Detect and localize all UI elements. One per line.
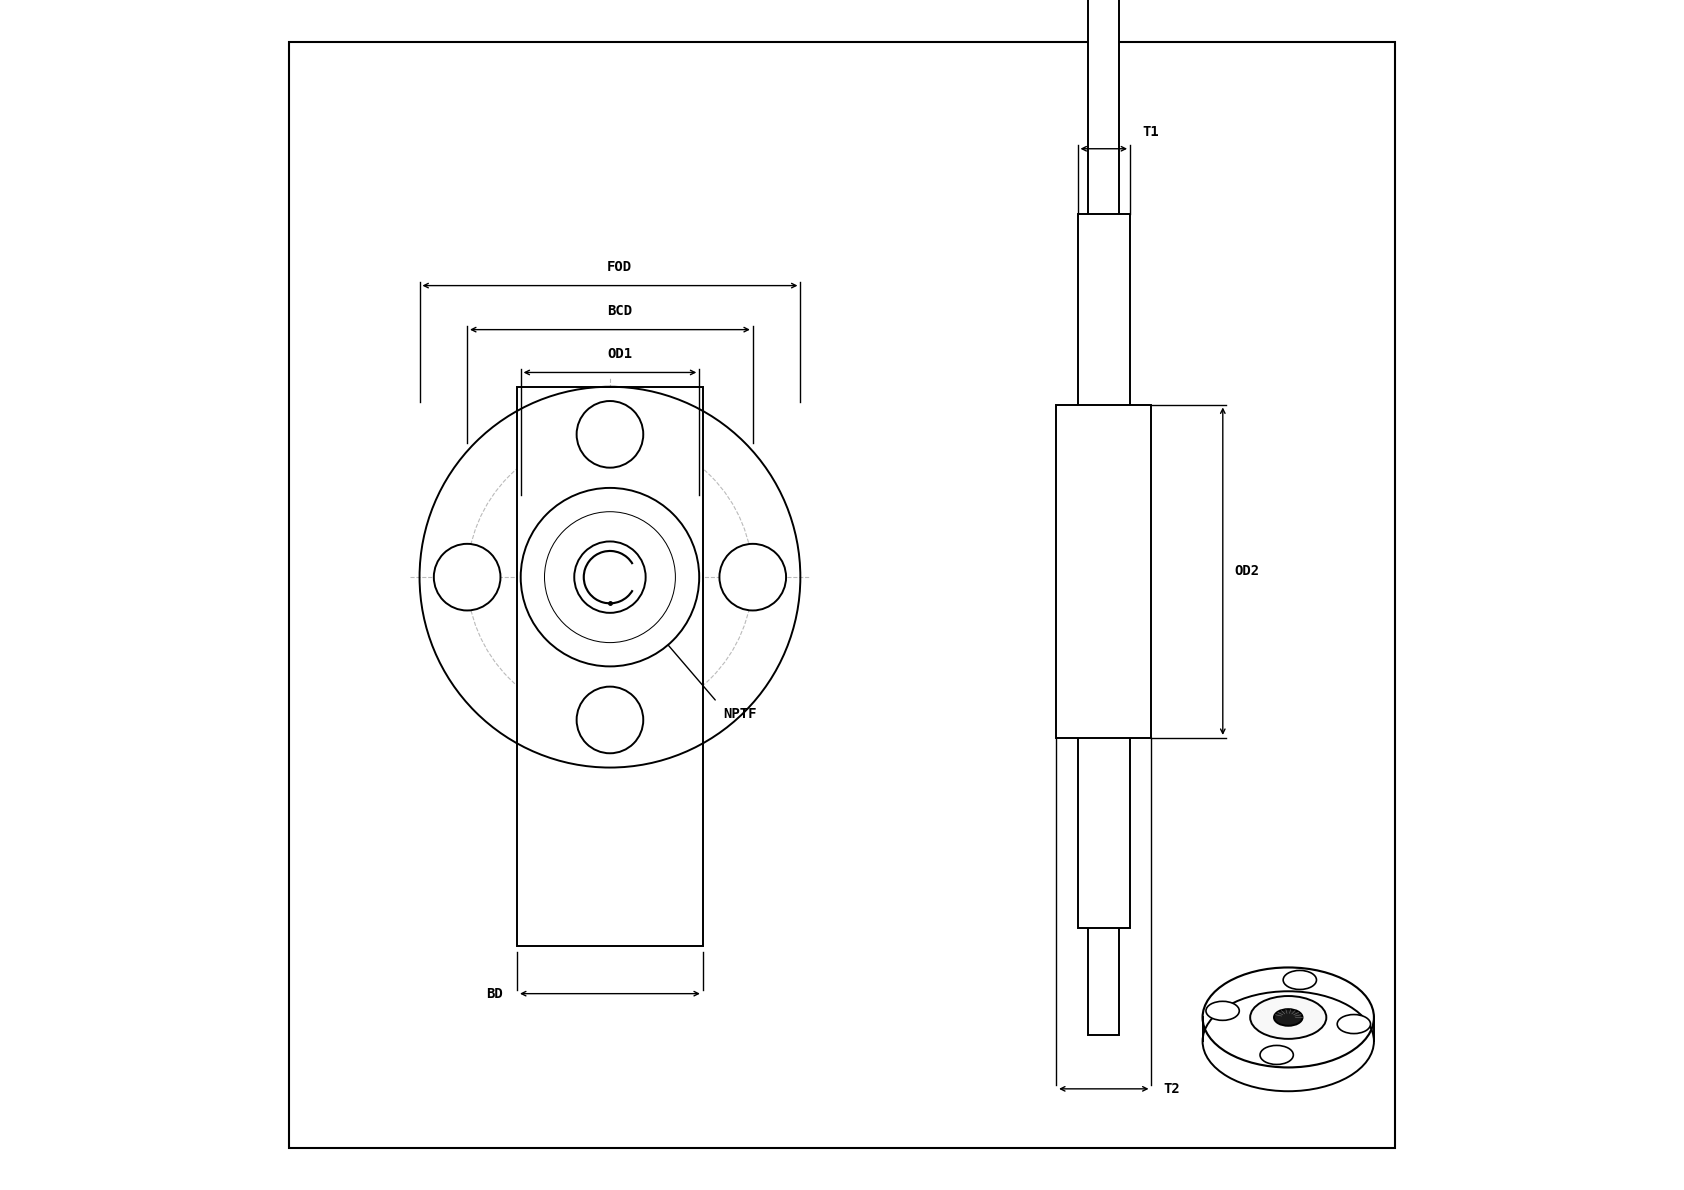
Circle shape: [574, 541, 645, 613]
Text: T2: T2: [1164, 1082, 1180, 1096]
Text: OD2: OD2: [1234, 564, 1260, 578]
Ellipse shape: [1206, 1001, 1239, 1020]
Text: T1: T1: [1142, 125, 1159, 139]
Text: FOD: FOD: [606, 259, 632, 274]
Bar: [1088, 0, 1120, 1035]
Ellipse shape: [1337, 1015, 1371, 1034]
Circle shape: [520, 488, 699, 666]
Text: BD: BD: [487, 987, 504, 1001]
Circle shape: [576, 401, 643, 468]
Text: NPTF: NPTF: [722, 707, 756, 721]
Bar: [1078, 214, 1130, 928]
Ellipse shape: [1275, 1009, 1302, 1026]
Circle shape: [719, 544, 786, 610]
Bar: [1056, 405, 1152, 738]
Circle shape: [544, 512, 675, 643]
Bar: [517, 387, 702, 946]
Circle shape: [434, 544, 500, 610]
Text: BCD: BCD: [606, 303, 632, 318]
Ellipse shape: [1250, 996, 1327, 1039]
Text: OD1: OD1: [606, 346, 632, 361]
Circle shape: [576, 687, 643, 753]
Ellipse shape: [1260, 1046, 1293, 1065]
Ellipse shape: [1283, 970, 1317, 989]
Ellipse shape: [1202, 991, 1374, 1091]
